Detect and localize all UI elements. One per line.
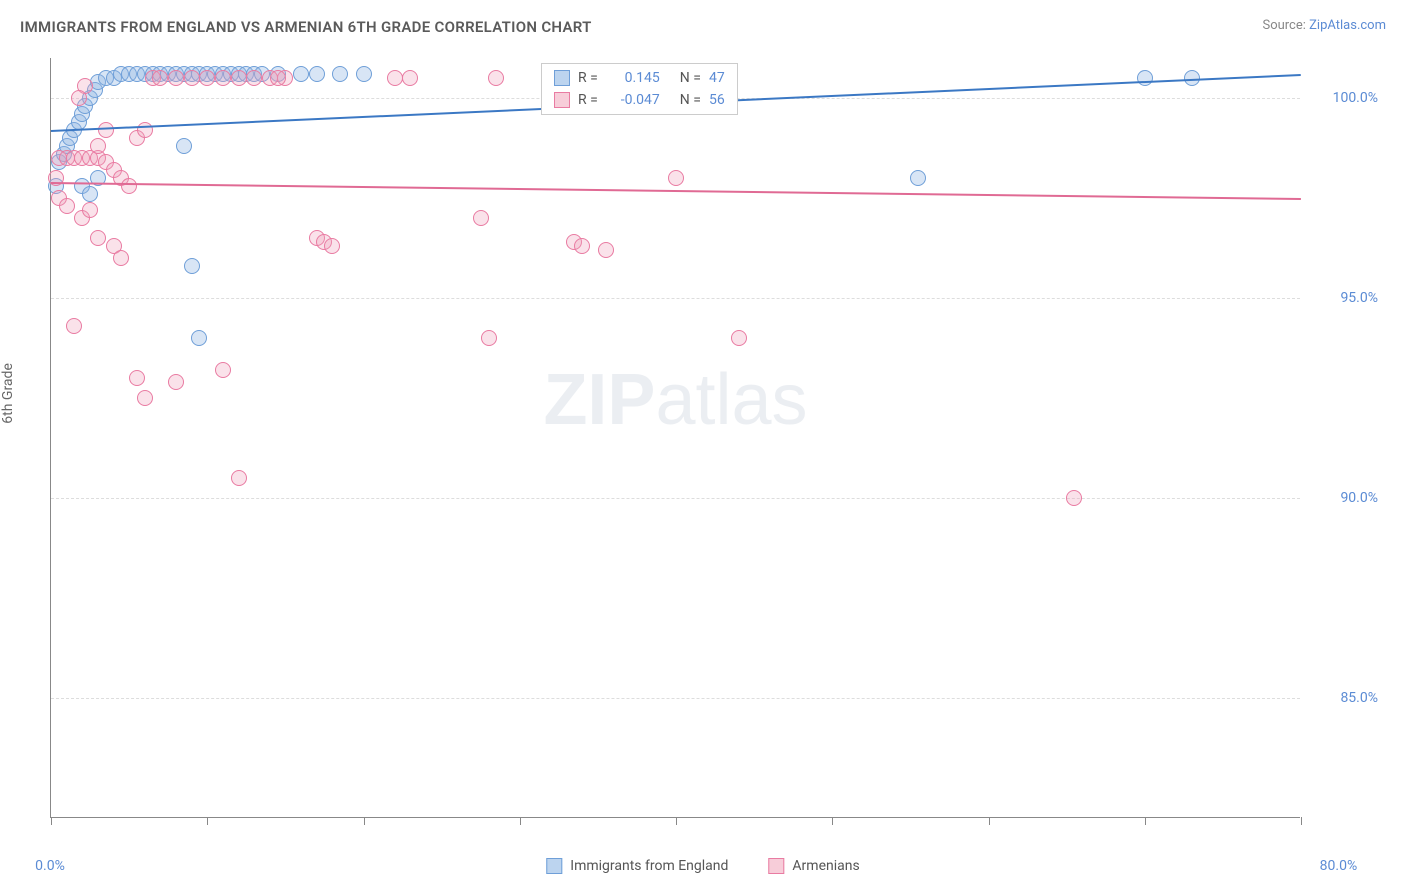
scatter-point [1066,490,1082,506]
source-link[interactable]: ZipAtlas.com [1309,18,1386,33]
x-axis-max-label: 80.0% [1320,858,1358,874]
scatter-point [910,170,926,186]
scatter-point [121,178,137,194]
scatter-point [98,122,114,138]
x-tick [832,817,833,825]
gridline [51,298,1300,299]
scatter-point [309,66,325,82]
x-tick [364,817,365,825]
scatter-point [129,370,145,386]
scatter-point [332,66,348,82]
scatter-point [473,210,489,226]
legend-swatch [768,858,784,874]
x-tick [520,817,521,825]
bottom-legend-item: Armenians [768,858,859,874]
scatter-point [356,66,372,82]
scatter-point [90,230,106,246]
legend-label: Armenians [792,858,859,874]
gridline [51,498,1300,499]
legend-row: R = 0.145 N = 47 [554,70,725,86]
plot-area: ZIPatlas 100.0%95.0%90.0%85.0%R =0.145N … [50,58,1300,818]
scatter-point [731,330,747,346]
gridline [51,698,1300,699]
scatter-point [113,250,129,266]
scatter-point [488,70,504,86]
n-label: N = [680,70,701,86]
x-tick [1145,817,1146,825]
scatter-point [199,70,215,86]
scatter-point [231,70,247,86]
source-credit: Source: ZipAtlas.com [1262,18,1386,33]
y-axis-label: 6th Grade [0,363,16,424]
bottom-legend-item: Immigrants from England [546,858,728,874]
legend-swatch [554,92,570,108]
legend-label: Immigrants from England [570,858,728,874]
scatter-point [152,70,168,86]
x-tick [207,817,208,825]
legend-row: R = -0.047 N = 56 [554,92,725,108]
watermark-rest: atlas [655,360,807,440]
scatter-point [137,390,153,406]
chart-title: IMMIGRANTS FROM ENGLAND VS ARMENIAN 6TH … [20,18,592,36]
scatter-point [184,258,200,274]
r-value: 0.145 [606,70,660,86]
y-tick-label: 100.0% [1333,90,1378,106]
legend-swatch [554,70,570,86]
scatter-point [481,330,497,346]
r-value: -0.047 [606,92,660,108]
scatter-point [82,202,98,218]
scatter-point [168,70,184,86]
source-prefix: Source: [1262,18,1309,33]
y-tick-label: 85.0% [1340,690,1378,706]
scatter-point [1137,70,1153,86]
scatter-point [668,170,684,186]
scatter-point [270,70,286,86]
scatter-point [184,70,200,86]
scatter-point [168,374,184,390]
n-value: 56 [709,92,725,108]
scatter-point [402,70,418,86]
y-tick-label: 95.0% [1340,290,1378,306]
x-tick [989,817,990,825]
correlation-legend: R = 0.145 N = 47 R = -0.047 N = 56 [541,63,738,115]
scatter-point [324,238,340,254]
scatter-point [137,122,153,138]
scatter-point [215,70,231,86]
n-value: 47 [709,70,725,86]
scatter-point [598,242,614,258]
legend-swatch [546,858,562,874]
scatter-point [387,70,403,86]
scatter-point [66,318,82,334]
scatter-point [246,70,262,86]
x-tick [51,817,52,825]
n-label: N = [680,92,701,108]
r-label: R = [578,92,598,108]
scatter-point [71,90,87,106]
x-axis-min-label: 0.0% [35,858,65,874]
scatter-point [215,362,231,378]
r-label: R = [578,70,598,86]
scatter-point [191,330,207,346]
scatter-point [90,138,106,154]
scatter-point [231,470,247,486]
scatter-point [574,238,590,254]
x-tick [676,817,677,825]
scatter-point [59,198,75,214]
scatter-point [293,66,309,82]
watermark: ZIPatlas [543,359,807,441]
scatter-point [176,138,192,154]
watermark-bold: ZIP [543,360,655,440]
bottom-legend: Immigrants from England Armenians [546,858,859,874]
y-tick-label: 90.0% [1340,490,1378,506]
x-tick [1301,817,1302,825]
scatter-point [82,186,98,202]
